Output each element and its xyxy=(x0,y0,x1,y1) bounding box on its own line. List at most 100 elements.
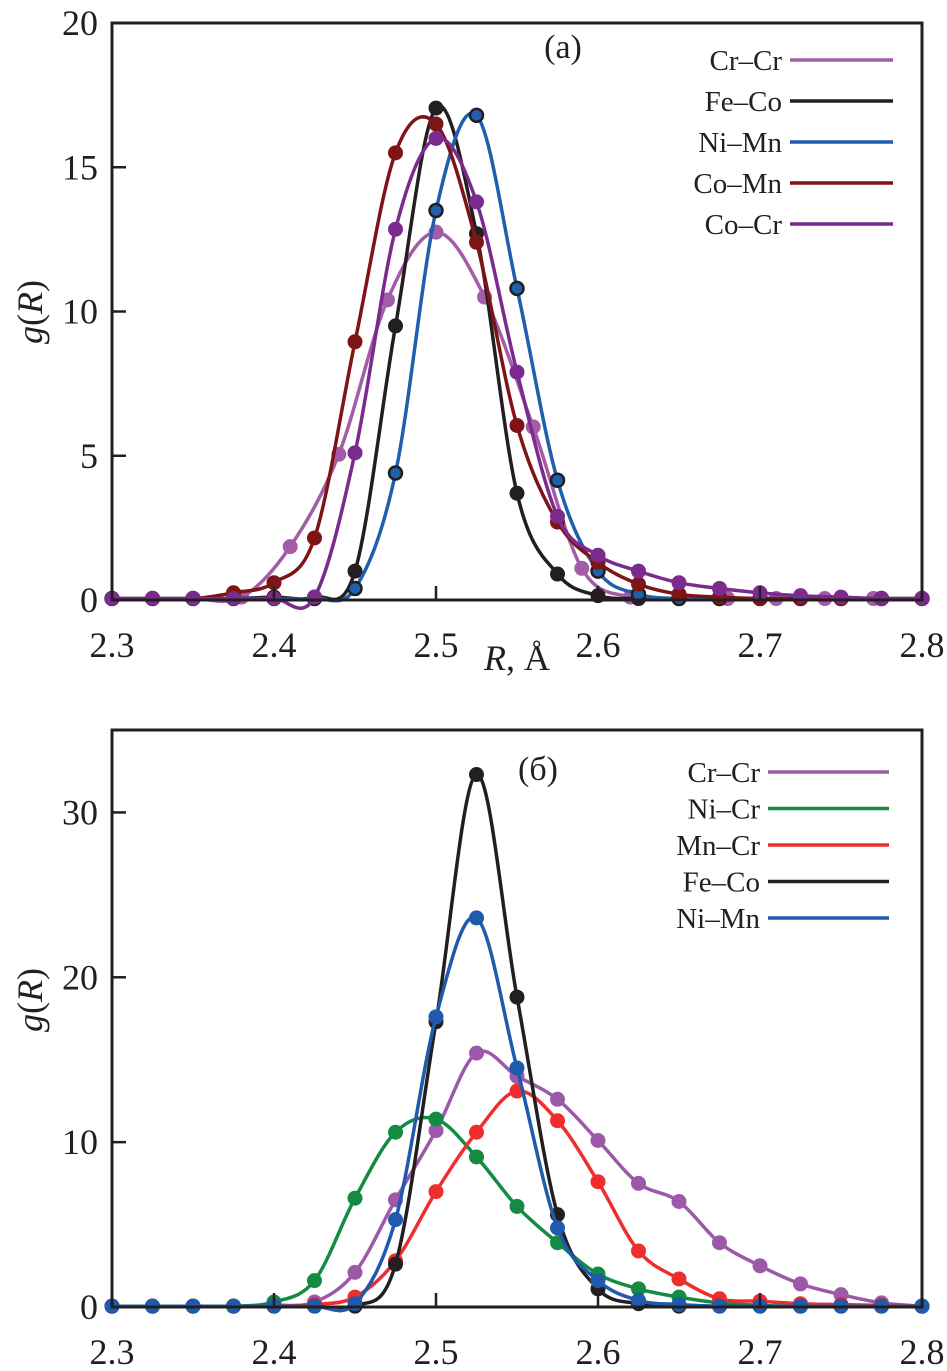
data-point-co-mn xyxy=(307,530,322,546)
panel-b-y-axis-title: g(R) xyxy=(10,968,50,1032)
series-ni-mn xyxy=(104,910,930,1314)
panel-a-series-layer xyxy=(104,100,930,610)
data-point-fe-co xyxy=(347,563,363,579)
y-axis-title-paren-open: ( xyxy=(10,314,50,326)
y-tick-label: 5 xyxy=(80,436,98,476)
data-point-ni-cr xyxy=(631,1281,646,1297)
data-point-co-cr xyxy=(590,547,606,563)
data-point-co-mn xyxy=(266,575,282,591)
legend-label-mn-cr: Mn–Cr xyxy=(676,830,760,862)
legend-label-fe-co: Fe–Co xyxy=(705,86,782,118)
y-axis-title-g: g xyxy=(10,1014,50,1032)
data-point-co-mn xyxy=(509,417,525,433)
data-point-ni-mn xyxy=(549,472,566,489)
data-point-ni-cr xyxy=(347,1190,363,1206)
data-point-fe-co xyxy=(388,318,403,334)
data-point-co-cr xyxy=(388,221,403,237)
data-point-ni-mn xyxy=(509,1060,525,1076)
y-axis-title-R: R xyxy=(10,292,50,315)
y-axis-title-paren-close: ) xyxy=(10,968,50,980)
data-point-co-cr xyxy=(347,445,363,461)
y-axis-title-paren-open: ( xyxy=(10,1002,50,1014)
data-point-fe-co xyxy=(509,989,525,1005)
data-point-ni-mn xyxy=(388,1212,403,1228)
y-tick-label: 30 xyxy=(62,792,98,832)
x-tick-label: 2.3 xyxy=(90,1332,135,1371)
data-point-ni-mn xyxy=(631,1292,646,1308)
data-point-ni-mn xyxy=(469,910,484,926)
panel-a-x-axis-title: R, Å xyxy=(483,638,550,678)
legend-label-cr-cr: Cr–Cr xyxy=(710,45,783,77)
data-point-cr-cr xyxy=(671,1193,687,1209)
data-point-ni-mn xyxy=(671,1297,687,1313)
y-tick-label: 0 xyxy=(80,580,98,620)
data-point-co-cr xyxy=(550,508,565,524)
data-point-ni-mn xyxy=(347,580,363,597)
series-co-cr xyxy=(104,130,930,610)
data-point-mn-cr xyxy=(428,1184,444,1200)
legend-label-ni-cr: Ni–Cr xyxy=(688,794,761,826)
data-point-co-mn xyxy=(428,116,444,132)
data-point-ni-cr xyxy=(469,1149,484,1165)
data-point-mn-cr xyxy=(590,1174,606,1190)
data-point-cr-cr xyxy=(469,1045,484,1061)
data-point-fe-co xyxy=(550,566,565,582)
series-line-fe-co xyxy=(111,104,922,602)
panel-a-label: (a) xyxy=(544,29,582,66)
data-point-cr-cr xyxy=(550,1091,565,1107)
series-line-ni-mn xyxy=(111,915,922,1313)
x-tick-label: 2.7 xyxy=(738,625,783,665)
data-point-mn-cr xyxy=(671,1271,687,1287)
panel-b-legend: Cr–Cr Ni–Cr Mn–Cr Fe–Co Ni–Mn xyxy=(676,757,889,935)
legend-label-ni-mn: Ni–Mn xyxy=(676,903,760,935)
data-point-co-cr xyxy=(833,589,849,605)
data-point-fe-co xyxy=(428,100,444,116)
x-tick-label: 2.5 xyxy=(414,1332,459,1371)
data-point-co-mn xyxy=(347,334,363,350)
x-tick-label: 2.4 xyxy=(252,625,297,665)
data-point-ni-mn xyxy=(387,465,404,481)
data-point-cr-cr xyxy=(793,1276,808,1292)
data-point-co-mn xyxy=(631,576,646,592)
data-point-cr-cr xyxy=(282,539,298,555)
legend-label-co-cr: Co–Cr xyxy=(705,209,783,241)
x-tick-label: 2.8 xyxy=(900,1332,945,1371)
series-line-co-mn xyxy=(111,115,922,601)
panel-b-plot-frame xyxy=(110,728,924,1309)
panel-b: 2.3 2.4 2.5 2.6 2.7 2.8 0 10 20 30 (б) g(R) Cr–Cr… xyxy=(10,728,945,1371)
legend-label-co-mn: Co–Mn xyxy=(693,168,782,200)
data-point-co-mn xyxy=(469,234,484,250)
data-point-cr-cr xyxy=(347,1264,363,1280)
data-point-co-cr xyxy=(307,589,322,605)
x-tick-label: 2.6 xyxy=(576,625,621,665)
data-point-cr-cr xyxy=(574,560,590,576)
data-point-ni-mn xyxy=(428,202,444,219)
data-point-co-cr xyxy=(509,364,525,380)
data-point-co-cr xyxy=(469,194,484,210)
panel-b-series-layer xyxy=(104,767,930,1314)
data-point-ni-mn xyxy=(509,280,525,297)
data-point-ni-mn xyxy=(550,1220,565,1236)
panel-a-plot-frame xyxy=(110,21,924,602)
series-line-ni-mn xyxy=(111,111,922,603)
y-tick-label: 10 xyxy=(62,1122,98,1162)
data-point-cr-cr xyxy=(631,1175,646,1191)
data-point-mn-cr xyxy=(469,1124,484,1140)
x-axis-title-unit: , Å xyxy=(506,638,550,678)
data-point-fe-co xyxy=(388,1256,403,1272)
y-axis-title-g: g xyxy=(10,326,50,344)
y-tick-label: 0 xyxy=(80,1287,98,1327)
data-point-ni-cr xyxy=(509,1198,525,1214)
series-line-mn-cr xyxy=(111,1089,923,1309)
legend-label-ni-mn: Ni–Mn xyxy=(698,127,782,159)
panel-b-ticks: 2.3 2.4 2.5 2.6 2.7 2.8 0 10 20 30 xyxy=(62,792,945,1371)
y-tick-label: 10 xyxy=(62,292,98,332)
data-point-ni-cr xyxy=(307,1273,322,1289)
data-point-ni-mn xyxy=(347,1296,363,1312)
data-point-fe-co xyxy=(469,767,484,783)
data-point-co-cr xyxy=(671,575,687,591)
data-point-fe-co xyxy=(509,485,525,501)
panel-a-ticks: 2.3 2.4 2.5 2.6 2.7 2.8 0 5 10 15 20 xyxy=(62,3,945,665)
data-point-co-cr xyxy=(631,563,646,579)
